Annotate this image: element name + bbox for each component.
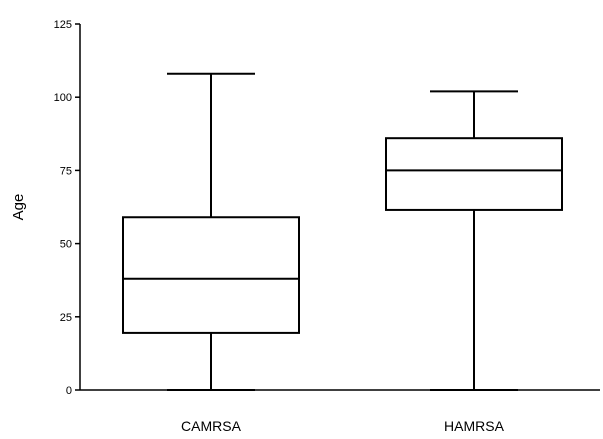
- x-category-label: HAMRSA: [444, 418, 505, 434]
- y-tick-label: 0: [66, 385, 72, 397]
- x-category-labels: CAMRSA HAMRSA: [181, 418, 505, 434]
- y-tick-label: 50: [60, 239, 72, 251]
- y-tick-label: 75: [60, 165, 72, 177]
- y-tick-label: 100: [54, 92, 72, 104]
- box-camrsa: [122, 72, 300, 391]
- axes: Age: [10, 24, 600, 391]
- y-ticks: 0 25 50 75 100 125: [54, 19, 80, 397]
- y-tick-label: 125: [54, 19, 72, 31]
- y-tick-label: 25: [60, 312, 72, 324]
- y-axis-title: Age: [10, 194, 27, 221]
- x-category-label: CAMRSA: [181, 418, 242, 434]
- box-hamrsa: [385, 90, 563, 391]
- boxes: [122, 72, 563, 391]
- iqr-box: [122, 216, 300, 334]
- iqr-box: [385, 137, 563, 211]
